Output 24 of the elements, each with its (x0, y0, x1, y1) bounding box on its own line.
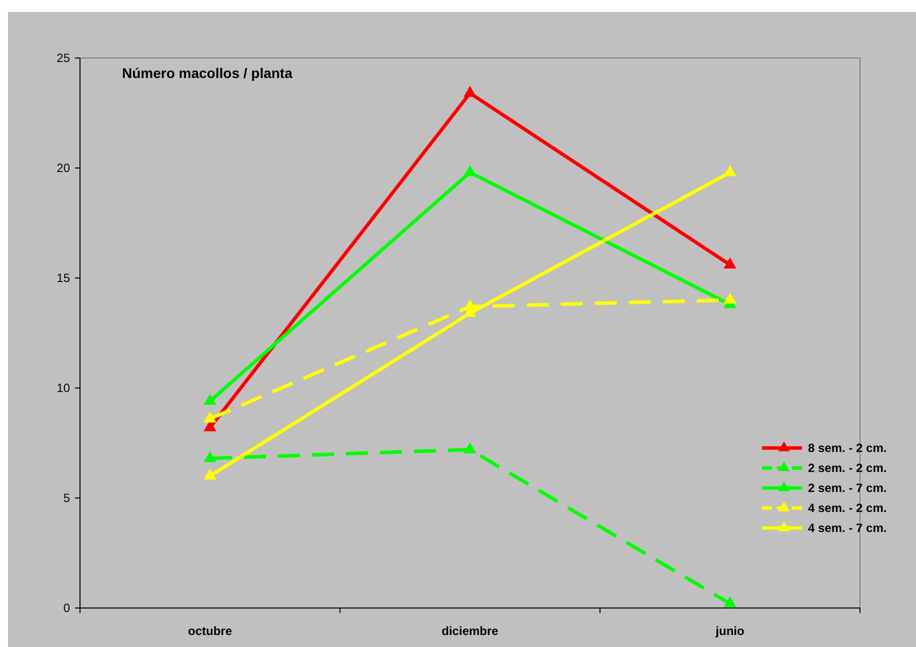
x-tick-label: junio (714, 624, 744, 638)
point (724, 292, 736, 304)
point (724, 257, 736, 268)
y-tick-label: 5 (63, 491, 70, 506)
y-tick-label: 0 (63, 601, 70, 616)
point (724, 596, 736, 608)
y-tick-label: 15 (56, 271, 70, 286)
legend-label: 8 sem. - 2 cm. (808, 441, 887, 456)
point (204, 394, 216, 405)
point (204, 411, 216, 422)
legend-label: 4 sem. - 2 cm. (808, 501, 887, 516)
text: Número macollos / planta (122, 65, 293, 81)
legend-label: 4 sem. - 7 cm. (808, 521, 887, 536)
legend-label: 2 sem. - 7 cm. (808, 481, 887, 496)
point (204, 468, 216, 480)
point (464, 442, 476, 454)
y-tick-label: 20 (56, 161, 70, 176)
point (464, 86, 476, 97)
legend-label: 2 sem. - 2 cm. (808, 461, 887, 476)
y-tick-label: 25 (56, 51, 70, 66)
x-tick-label: diciembre (442, 624, 499, 638)
x-tick-label: octubre (188, 624, 232, 638)
y-tick-label: 10 (56, 381, 70, 396)
point (204, 451, 216, 462)
